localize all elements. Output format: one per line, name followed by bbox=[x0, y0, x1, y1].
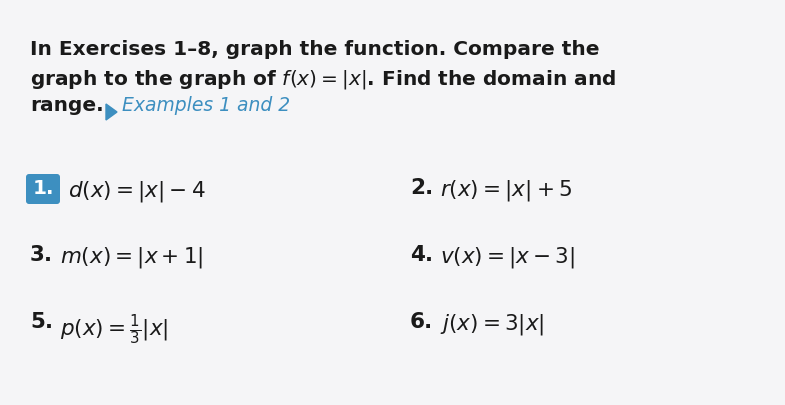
Text: $v(x) = |x - 3|$: $v(x) = |x - 3|$ bbox=[440, 245, 575, 270]
Text: In Exercises 1–8, graph the function. Compare the: In Exercises 1–8, graph the function. Co… bbox=[30, 40, 600, 59]
Text: Examples 1 and 2: Examples 1 and 2 bbox=[122, 96, 290, 115]
Text: 6.: 6. bbox=[410, 312, 433, 332]
Text: $r(x) = |x| + 5$: $r(x) = |x| + 5$ bbox=[440, 178, 572, 203]
Text: $p(x) = \frac{1}{3}|x|$: $p(x) = \frac{1}{3}|x|$ bbox=[60, 312, 168, 347]
Text: graph to the graph of $f(x) = |x|$. Find the domain and: graph to the graph of $f(x) = |x|$. Find… bbox=[30, 68, 616, 91]
Text: 3.: 3. bbox=[30, 245, 53, 265]
Polygon shape bbox=[106, 104, 117, 120]
Text: 1.: 1. bbox=[32, 179, 53, 198]
Text: 5.: 5. bbox=[30, 312, 53, 332]
Text: $m(x) = |x + 1|$: $m(x) = |x + 1|$ bbox=[60, 245, 203, 270]
Text: $j(x) = 3|x|$: $j(x) = 3|x|$ bbox=[440, 312, 545, 337]
Text: range.: range. bbox=[30, 96, 104, 115]
Text: 4.: 4. bbox=[410, 245, 433, 265]
Text: 2.: 2. bbox=[410, 178, 433, 198]
Text: $d(x) = |x| - 4$: $d(x) = |x| - 4$ bbox=[68, 179, 206, 204]
FancyBboxPatch shape bbox=[26, 174, 60, 204]
